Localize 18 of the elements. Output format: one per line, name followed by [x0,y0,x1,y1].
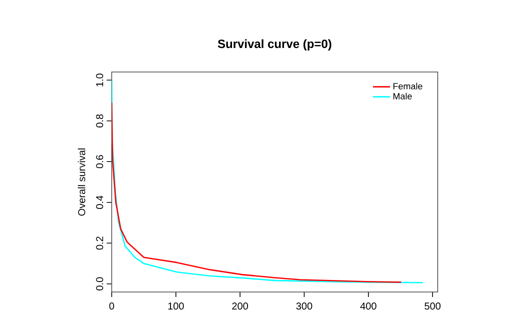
line-series [112,102,402,283]
y-tick-label: 0.2 [96,236,104,250]
y-axis-title: Overall survival [78,148,86,216]
line-series [112,79,424,284]
y-tick-label: 0.0 [96,277,104,290]
x-tick-label: 0 [109,302,114,310]
chart-title: Survival curve (p=0) [218,39,332,50]
x-tick-label: 500 [424,302,441,310]
y-tick-label: 0.6 [96,155,104,168]
x-tick-label: 200 [232,302,248,310]
legend-label: Female [393,82,422,90]
x-tick-label: 100 [168,302,184,310]
x-tick-label: 300 [296,302,312,310]
x-tick-label: 400 [360,302,376,310]
y-tick-label: 1.0 [96,74,104,86]
legend-label: Male [393,92,412,100]
y-tick-label: 0.4 [96,196,104,209]
y-tick-label: 0.8 [96,114,104,128]
